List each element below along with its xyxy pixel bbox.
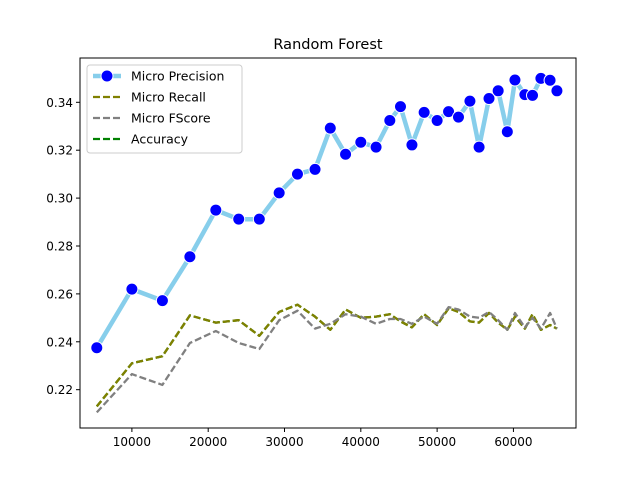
- data-point: [500, 125, 514, 139]
- data-point: [472, 140, 486, 154]
- data-point: [405, 138, 419, 152]
- series-line-accuracy: [95, 303, 558, 408]
- plot-area: [90, 71, 564, 414]
- y-tick-label: 0.22: [46, 383, 73, 397]
- x-tick-label: 30000: [265, 435, 303, 449]
- x-axis: 10000 20000 30000 40000 50000 60000: [113, 428, 533, 449]
- data-point: [393, 100, 407, 114]
- legend-label: Micro Precision: [131, 69, 224, 84]
- data-point: [482, 91, 496, 105]
- y-axis: 0.22 0.24 0.26 0.28 0.30 0.32 0.34: [46, 96, 80, 397]
- y-tick-label: 0.32: [46, 144, 73, 158]
- data-point: [383, 114, 397, 128]
- data-point: [323, 121, 337, 135]
- data-point: [369, 140, 383, 154]
- x-tick-label: 40000: [342, 435, 380, 449]
- legend: Micro Precision Micro Recall Micro FScore A…: [86, 64, 243, 154]
- data-point: [354, 135, 368, 149]
- chart-title: Random Forest: [273, 37, 382, 53]
- data-point: [252, 212, 266, 226]
- data-point: [550, 84, 564, 98]
- data-point: [232, 212, 246, 226]
- x-tick-label: 50000: [418, 435, 456, 449]
- data-point: [491, 84, 505, 98]
- data-point: [155, 294, 169, 308]
- axes-frame: [79, 57, 577, 429]
- data-point: [451, 110, 465, 124]
- data-point: [430, 114, 444, 128]
- x-tick-label: 10000: [113, 435, 151, 449]
- data-point: [442, 105, 456, 119]
- legend-label: Micro FScore: [131, 111, 211, 126]
- data-point: [209, 203, 223, 217]
- y-tick-label: 0.34: [46, 96, 73, 110]
- data-point: [290, 167, 304, 181]
- legend-box: [86, 64, 243, 154]
- y-tick-label: 0.28: [46, 239, 73, 253]
- data-point: [508, 73, 522, 87]
- x-tick-label: 60000: [494, 435, 532, 449]
- data-point: [526, 88, 540, 102]
- data-point: [417, 105, 431, 119]
- data-point: [543, 73, 557, 87]
- data-point: [183, 250, 197, 264]
- data-point: [90, 341, 104, 355]
- data-point: [308, 162, 322, 176]
- y-tick-label: 0.30: [46, 192, 73, 206]
- data-point: [463, 94, 477, 108]
- x-tick-label: 20000: [189, 435, 227, 449]
- y-tick-label: 0.24: [46, 335, 73, 349]
- data-point: [125, 282, 139, 296]
- series-line-micro-recall: [95, 303, 558, 408]
- legend-label: Accuracy: [131, 132, 189, 147]
- data-point: [272, 186, 286, 200]
- legend-marker: [100, 69, 114, 83]
- legend-label: Micro Recall: [131, 90, 206, 105]
- series-line-micro-fscore: [95, 305, 558, 414]
- data-point: [339, 147, 353, 161]
- y-tick-label: 0.26: [46, 287, 73, 301]
